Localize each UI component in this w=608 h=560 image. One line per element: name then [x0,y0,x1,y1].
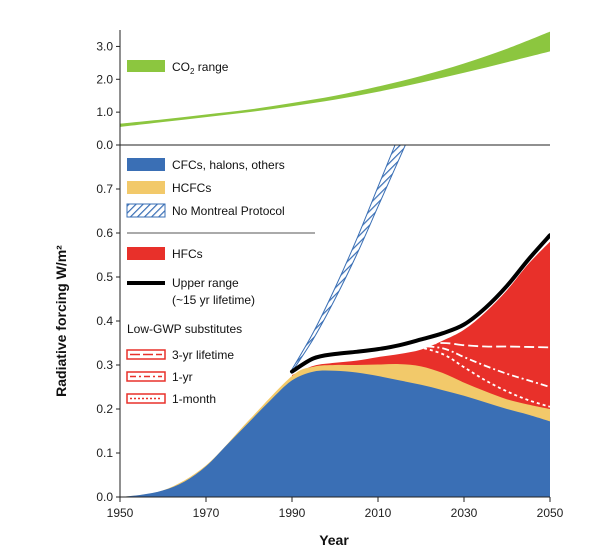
upper-range-line [290,233,550,374]
ods-y-tick-label: 0.1 [96,446,113,460]
legend-label-cfc: CFCs, halons, others [172,158,285,172]
cfc-area [120,370,550,497]
ods-x-tick-label: 1990 [279,506,306,520]
legend-swatch-hfc [127,247,165,260]
co2-y-ticks: 0.0 1.0 2.0 3.0 [96,39,120,152]
y-axis-label: Radiative forcing W/m² [53,245,69,397]
ods-y-tick-label: 0.4 [96,314,113,328]
ods-x-tick-label: 1970 [193,506,220,520]
legend-swatch-hcfc [127,181,165,194]
ods-y-tick-label: 0.7 [96,182,113,196]
co2-y-tick-label: 3.0 [96,39,113,53]
legend-label-1mo: 1-month [172,392,216,406]
co2-legend-swatch [127,60,165,72]
co2-y-tick-label: 0.0 [96,138,113,152]
legend-label-1yr: 1-yr [172,370,193,384]
legend-swatch-cfc [127,158,165,171]
ods-legend: CFCs, halons, others HCFCs No Montreal P… [126,158,315,406]
ods-y-tick-label: 0.5 [96,270,113,284]
co2-y-tick-label: 2.0 [96,72,113,86]
no-montreal-band [291,145,406,374]
ods-x-tick-label: 2010 [365,506,392,520]
lowgwp-line-1-yr [412,344,550,388]
co2-range-band [120,31,550,127]
ods-y-tick-label: 0.6 [96,226,113,240]
legend-label-hfc: HFCs [172,247,203,261]
legend-label-upper2: (~15 yr lifetime) [172,293,255,307]
ods-panel: 0.0 0.1 0.2 0.3 0.4 0.5 0.6 0.7 1950 1970 1990 201… [53,144,564,548]
ods-x-tick-label: 2030 [451,506,478,520]
ods-x-tick-label: 1950 [107,506,134,520]
co2-y-tick-label: 1.0 [96,105,113,119]
legend-swatch-nomp [126,203,166,218]
ods-x-tick-label: 2050 [537,506,564,520]
ods-y-tick-label: 0.0 [96,490,113,504]
co2-legend: CO2 range [127,60,229,76]
legend-label-lowgwp: Low-GWP substitutes [127,322,242,336]
legend-label-3yr: 3-yr lifetime [172,348,234,362]
x-axis-label: Year [319,532,349,548]
lowgwp-line-1-month [412,344,550,408]
ods-x-ticks: 1950 1970 1990 2010 2030 2050 [107,497,564,520]
ods-y-tick-label: 0.3 [96,358,113,372]
legend-label-hcfc: HCFCs [172,181,211,195]
ods-y-tick-label: 0.2 [96,402,113,416]
legend-label-upper1: Upper range [172,276,239,290]
lowgwp-line-3-yr-lifetime [412,342,550,349]
co2-panel: 0.0 1.0 2.0 3.0 CO2 range [96,30,550,152]
co2-legend-label: CO2 range [172,60,229,76]
ods-y-ticks: 0.0 0.1 0.2 0.3 0.4 0.5 0.6 0.7 [96,182,120,504]
legend-label-nomp: No Montreal Protocol [172,204,285,218]
co2-area-layer [120,31,550,127]
ods-area-layer [120,145,550,497]
